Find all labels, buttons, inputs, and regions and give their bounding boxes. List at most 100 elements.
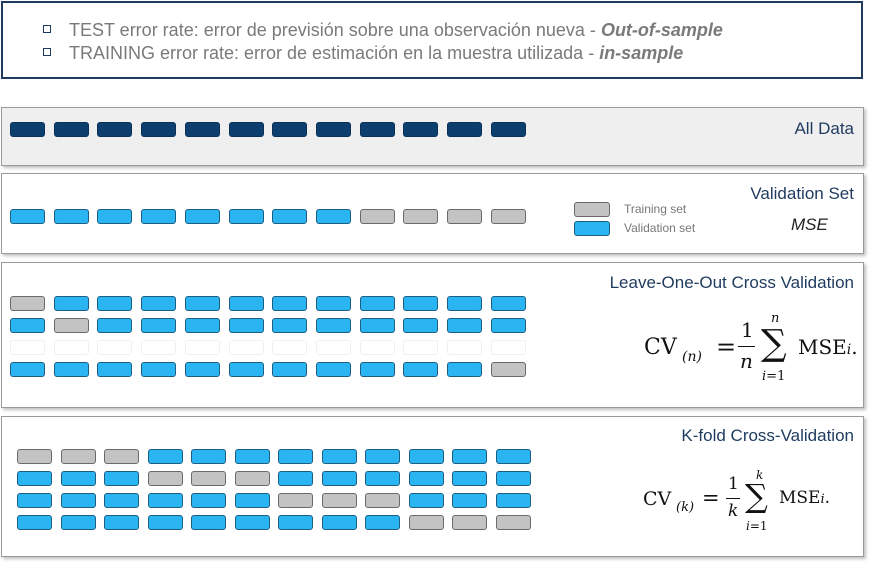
training-block [495,515,531,530]
panel-kfold: K-fold Cross-Validation CV (k) = 1 k k ∑… [1,416,864,557]
validation-block [53,209,89,224]
validation-block [60,471,96,486]
legend-training-label: Training set [624,202,687,216]
data-block [10,122,45,137]
validation-block [184,362,220,377]
validation-block [97,318,133,333]
validation-block [97,209,133,224]
validation-block [359,296,395,311]
training-block [490,209,526,224]
validation-block [97,362,133,377]
validation-block [365,449,400,464]
validation-block [272,209,308,224]
validation-block [184,209,220,224]
validation-block [495,449,531,464]
training-block [53,318,89,333]
validation-block [315,296,351,311]
data-block [403,122,439,137]
validation-block [10,362,45,377]
mse-label: MSE [791,215,828,234]
training-block [234,471,270,486]
training-block [60,449,96,464]
panel-all-data: All Data [1,107,864,166]
validation-block [141,318,177,333]
empty-block [97,340,133,355]
data-block [315,122,351,137]
panel-title: All Data [794,119,854,138]
validation-block [10,318,45,333]
training-block [17,449,52,464]
validation-block [141,209,177,224]
bullet-emphasis: in-sample [599,43,684,63]
validation-block [17,471,52,486]
validation-block [315,209,351,224]
validation-block [17,493,52,508]
validation-block [234,449,270,464]
definitions-box: TEST error rate: error de previsión sobr… [1,1,863,79]
loocv-formula: CV (n) = 1 n n ∑ i=1 MSEi. [644,311,858,384]
validation-block [141,296,177,311]
validation-block [359,362,395,377]
validation-block [234,515,270,530]
validation-block [403,296,439,311]
data-block [184,122,220,137]
bullet-emphasis: Out-of-sample [600,20,723,40]
empty-block [228,340,264,355]
validation-block [10,209,45,224]
validation-block [403,362,439,377]
validation-block [315,362,351,377]
validation-block [359,318,395,333]
validation-block [228,318,264,333]
bullet-test-error: TEST error rate: error de previsión sobr… [43,20,723,41]
validation-block [447,362,482,377]
empty-block [403,340,439,355]
empty-block [272,340,308,355]
validation-block [17,515,52,530]
bullet-text: TEST error rate: error de previsión sobr… [69,20,601,40]
data-block [272,122,308,137]
training-block [403,209,439,224]
empty-block [447,340,482,355]
panel-title: Leave-One-Out Cross Validation [609,273,854,292]
bullet-training-error: TRAINING error rate: error de estimación… [43,43,683,64]
validation-block [490,296,526,311]
legend-training-swatch [574,202,610,217]
kfold-formula: CV (k) = 1 k k ∑ i=1 MSEi. [643,468,831,533]
panel-title: Validation Set [750,184,854,203]
validation-block [228,362,264,377]
bullet-square-icon [43,48,51,57]
validation-block [104,493,139,508]
validation-block [278,471,313,486]
validation-block [452,493,487,508]
empty-block [53,340,89,355]
validation-block [321,449,357,464]
validation-block [403,318,439,333]
validation-block [321,471,357,486]
validation-block [147,493,183,508]
validation-block [408,471,444,486]
validation-block [184,318,220,333]
validation-block [272,296,308,311]
data-block [359,122,395,137]
training-block [447,209,482,224]
validation-block [228,296,264,311]
validation-block [191,449,226,464]
validation-block [365,515,400,530]
validation-block [97,296,133,311]
legend-validation-label: Validation set [624,221,696,235]
data-block [490,122,526,137]
validation-block [272,362,308,377]
empty-block [315,340,351,355]
training-block [490,362,526,377]
data-block [141,122,177,137]
training-block [408,515,444,530]
training-block [10,296,45,311]
validation-block [447,318,482,333]
empty-block [10,340,45,355]
validation-block [60,515,96,530]
legend-validation-swatch [574,221,610,236]
validation-block [228,209,264,224]
empty-block [184,340,220,355]
validation-block [60,493,96,508]
validation-block [191,493,226,508]
